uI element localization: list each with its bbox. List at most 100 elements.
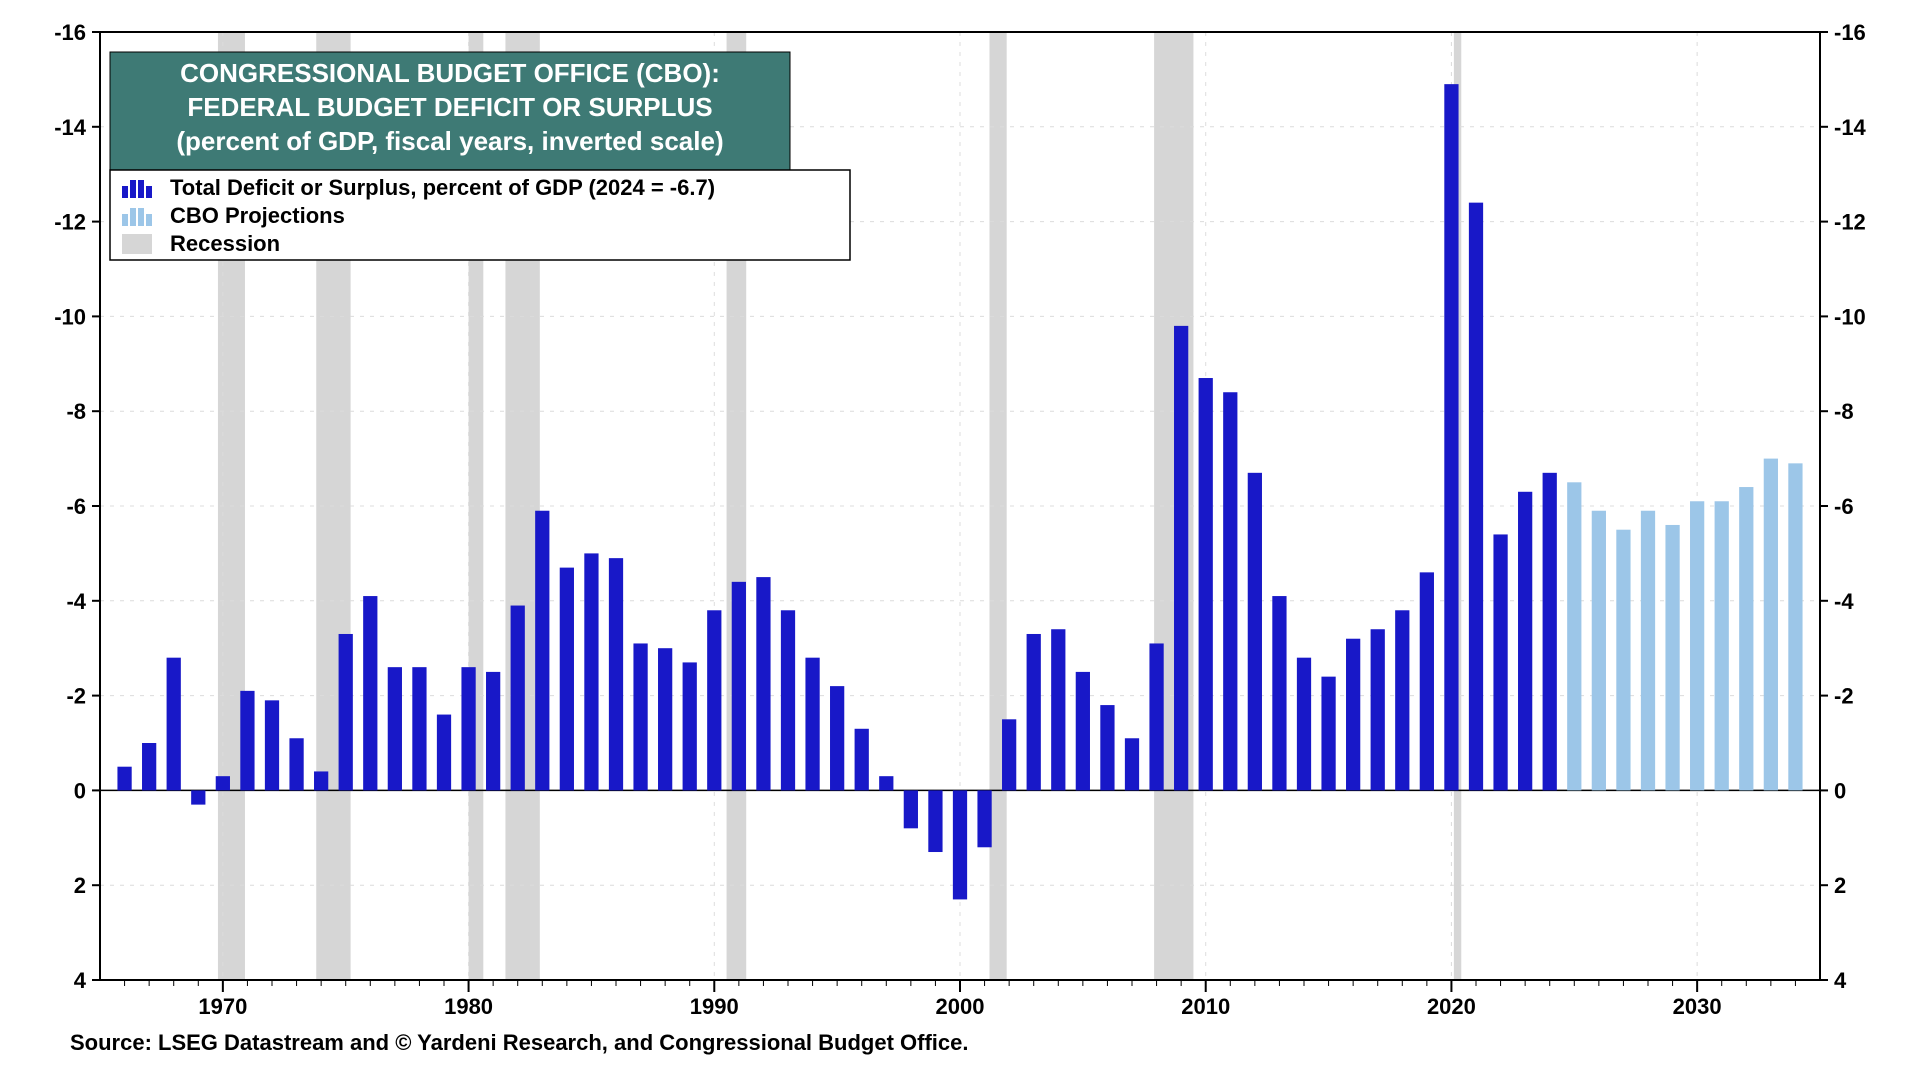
svg-text:-2: -2 [1834,684,1854,709]
actual-bar [805,658,819,791]
svg-text:-12: -12 [1834,210,1866,235]
actual-bar [412,667,426,790]
actual-bar [535,511,549,791]
svg-text:-4: -4 [66,589,86,614]
actual-bar [977,790,991,847]
actual-bar [191,790,205,804]
svg-text:-2: -2 [66,684,86,709]
projection-bar [1592,511,1606,791]
svg-text:-10: -10 [1834,304,1866,329]
actual-bar [1125,738,1139,790]
actual-bar [511,606,525,791]
actual-bar [1199,378,1213,790]
actual-bar [732,582,746,791]
projection-bar [1764,459,1778,791]
svg-text:1970: 1970 [198,994,247,1019]
actual-bar [240,691,254,791]
legend-recession: Recession [170,231,280,256]
actual-bar [707,610,721,790]
actual-bar [560,568,574,791]
actual-bar [1248,473,1262,791]
projection-bar [1788,463,1802,790]
actual-bar [1027,634,1041,790]
actual-bar [584,553,598,790]
actual-bar [1321,677,1335,791]
svg-text:2020: 2020 [1427,994,1476,1019]
svg-text:0: 0 [1834,778,1846,803]
chart-title-line: (percent of GDP, fiscal years, inverted … [176,126,723,156]
actual-bar [289,738,303,790]
legend-actual: Total Deficit or Surplus, percent of GDP… [170,175,715,200]
actual-bar [1444,84,1458,790]
svg-text:-12: -12 [54,210,86,235]
projection-bar [1616,530,1630,791]
actual-bar [1076,672,1090,791]
actual-bar [1346,639,1360,791]
svg-text:2000: 2000 [936,994,985,1019]
actual-bar [167,658,181,791]
actual-bar [1543,473,1557,791]
svg-text:2: 2 [1834,873,1846,898]
actual-bar [1518,492,1532,791]
actual-bar [216,776,230,790]
actual-bar [830,686,844,790]
actual-bar [265,700,279,790]
actual-bar [117,767,131,791]
actual-bar [1100,705,1114,790]
chart-container: -16-16-14-14-12-12-10-10-8-8-6-6-4-4-2-2… [40,20,1880,1020]
legend-projection: CBO Projections [170,203,345,228]
svg-text:2: 2 [74,873,86,898]
actual-bar [1371,629,1385,790]
svg-text:-14: -14 [54,115,87,140]
svg-text:2010: 2010 [1181,994,1230,1019]
actual-bar [339,634,353,790]
actual-bar [1297,658,1311,791]
projection-bar [1641,511,1655,791]
actual-bar [904,790,918,828]
svg-text:-14: -14 [1834,115,1867,140]
chart-title-line: CONGRESSIONAL BUDGET OFFICE (CBO): [180,58,720,88]
actual-bar [1223,392,1237,790]
actual-bar [633,643,647,790]
actual-bar [1051,629,1065,790]
actual-bar [1272,596,1286,790]
actual-bar [683,662,697,790]
svg-text:-6: -6 [1834,494,1854,519]
actual-bar [363,596,377,790]
deficit-chart: -16-16-14-14-12-12-10-10-8-8-6-6-4-4-2-2… [40,20,1880,1020]
actual-bar [855,729,869,791]
svg-text:-16: -16 [54,20,86,45]
svg-text:0: 0 [74,778,86,803]
actual-bar [879,776,893,790]
actual-bar [142,743,156,790]
actual-bar [1493,534,1507,790]
actual-bar [658,648,672,790]
actual-bar [1469,203,1483,791]
actual-bar [461,667,475,790]
svg-text:4: 4 [1834,968,1847,993]
svg-text:-4: -4 [1834,589,1854,614]
projection-bar [1665,525,1679,790]
actual-bar [388,667,402,790]
svg-text:1990: 1990 [690,994,739,1019]
actual-bar [953,790,967,899]
svg-text:-8: -8 [66,399,86,424]
svg-text:-16: -16 [1834,20,1866,45]
actual-bar [1002,719,1016,790]
source-text: Source: LSEG Datastream and © Yardeni Re… [70,1030,969,1056]
actual-bar [756,577,770,790]
svg-text:-8: -8 [1834,399,1854,424]
svg-text:4: 4 [74,968,87,993]
actual-bar [486,672,500,791]
actual-bar [437,715,451,791]
actual-bar [1174,326,1188,791]
actual-bar [1149,643,1163,790]
actual-bar [1395,610,1409,790]
actual-bar [609,558,623,790]
projection-bar [1739,487,1753,790]
actual-bar [781,610,795,790]
projection-bar [1715,501,1729,790]
projection-bar [1567,482,1581,790]
svg-text:1980: 1980 [444,994,493,1019]
projection-bar [1690,501,1704,790]
